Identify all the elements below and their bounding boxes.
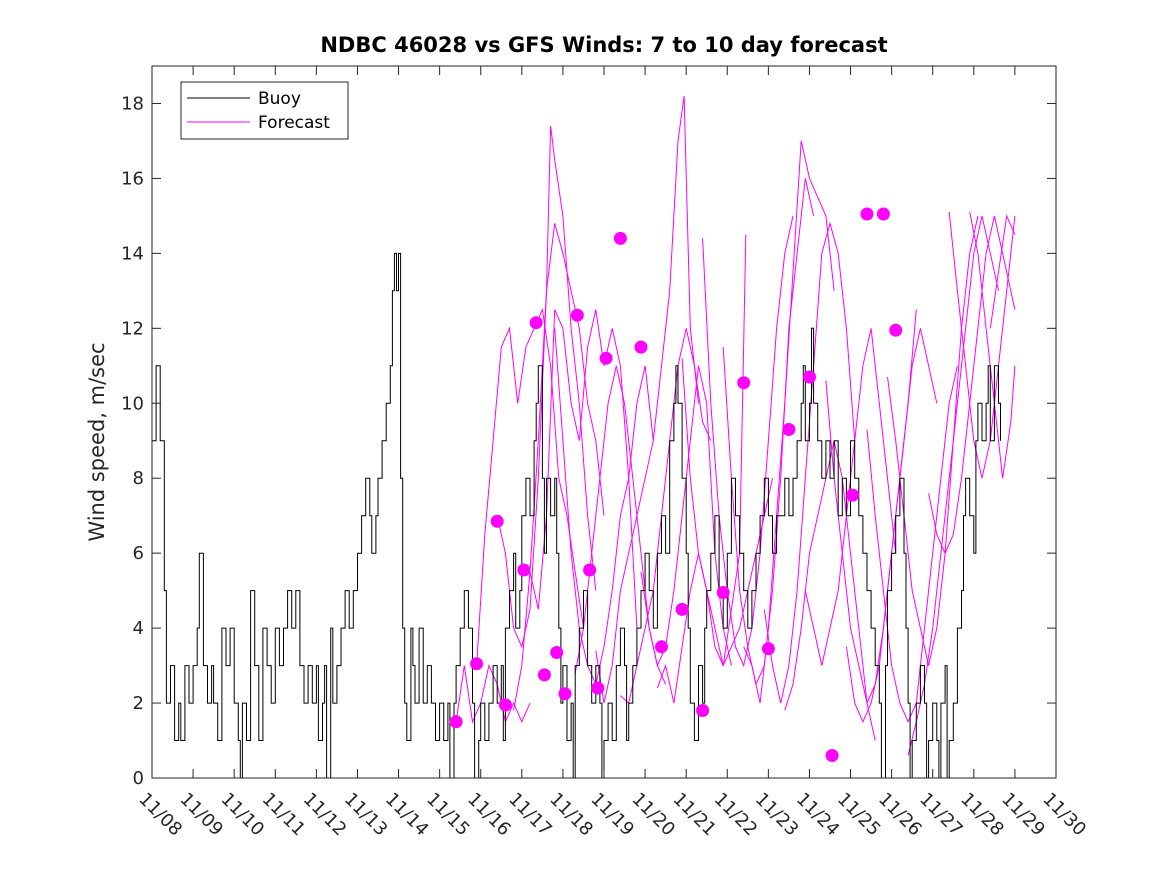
- forecast-marker-9: [570, 308, 584, 322]
- y-tick-label-14: 14: [121, 243, 144, 264]
- forecast-line-1: [476, 307, 584, 666]
- forecast-marker-7: [550, 646, 564, 659]
- forecast-line-5: [554, 328, 654, 686]
- chart-title: NDBC 46028 vs GFS Winds: 7 to 10 day for…: [320, 33, 887, 57]
- forecast-marker-20: [761, 642, 775, 656]
- y-tick-label-2: 2: [133, 693, 144, 714]
- forecast-marker-4: [517, 563, 531, 577]
- forecast-markers: [449, 207, 903, 762]
- forecast-marker-26: [876, 207, 890, 221]
- forecast-line-8: [620, 328, 712, 705]
- y-tick-label-8: 8: [133, 468, 144, 489]
- y-tick-label-18: 18: [121, 93, 144, 114]
- forecast-marker-27: [889, 323, 903, 337]
- forecast-marker-18: [716, 586, 730, 599]
- forecast-line-24: [948, 212, 1016, 479]
- forecast-marker-0: [449, 715, 463, 729]
- forecast-line-4: [529, 309, 638, 629]
- y-tick-label-10: 10: [121, 393, 144, 414]
- forecast-line-23: [928, 215, 1016, 555]
- forecast-lines: [455, 95, 1016, 756]
- plot-area: [152, 66, 1056, 778]
- forecast-marker-5: [529, 316, 543, 330]
- forecast-marker-6: [537, 668, 551, 682]
- y-tick-label-12: 12: [121, 318, 144, 339]
- y-tick-label-16: 16: [121, 168, 144, 189]
- forecast-marker-19: [737, 376, 751, 390]
- forecast-marker-1: [470, 657, 484, 671]
- forecast-marker-22: [803, 370, 816, 384]
- forecast-line-2: [496, 125, 597, 649]
- buoy-line: [152, 252, 1001, 778]
- legend-forecast-label: Forecast: [258, 113, 330, 133]
- legend-buoy-label: Buoy: [258, 89, 301, 109]
- forecast-line-21: [887, 215, 979, 666]
- forecast-line-7: [595, 95, 699, 704]
- forecast-marker-14: [634, 340, 648, 354]
- forecast-line-11: [681, 358, 773, 667]
- y-tick-label-4: 4: [133, 618, 144, 639]
- forecast-marker-2: [490, 514, 504, 528]
- forecast-line-22: [907, 215, 999, 756]
- forecast-marker-15: [655, 640, 668, 654]
- forecast-line-3: [513, 223, 605, 711]
- forecast-marker-25: [860, 207, 874, 221]
- forecast-marker-17: [696, 704, 710, 717]
- forecast-marker-21: [782, 423, 796, 436]
- forecast-line-14: [743, 140, 835, 704]
- legend-box: [180, 81, 349, 140]
- forecast-marker-8: [558, 687, 572, 701]
- forecast-marker-16: [675, 602, 689, 616]
- forecast-marker-10: [583, 563, 597, 577]
- forecast-marker-13: [613, 231, 627, 245]
- forecast-marker-23: [825, 749, 839, 762]
- forecast-line-26: [989, 214, 1016, 329]
- forecast-marker-24: [846, 488, 860, 502]
- y-tick-label-6: 6: [133, 543, 144, 564]
- y-axis: 0 2 4 6 8 10 12 14 16 18: [121, 93, 1056, 789]
- legend: Buoy Forecast: [180, 81, 349, 140]
- y-axis-label: Wind speed, m/sec: [85, 342, 109, 541]
- forecast-line-20: [866, 365, 958, 724]
- forecast-marker-11: [591, 681, 605, 695]
- forecast-marker-3: [498, 698, 512, 712]
- y-tick-label-0: 0: [133, 768, 144, 789]
- buoy-line-group: [152, 252, 1001, 778]
- forecast-marker-12: [599, 351, 613, 365]
